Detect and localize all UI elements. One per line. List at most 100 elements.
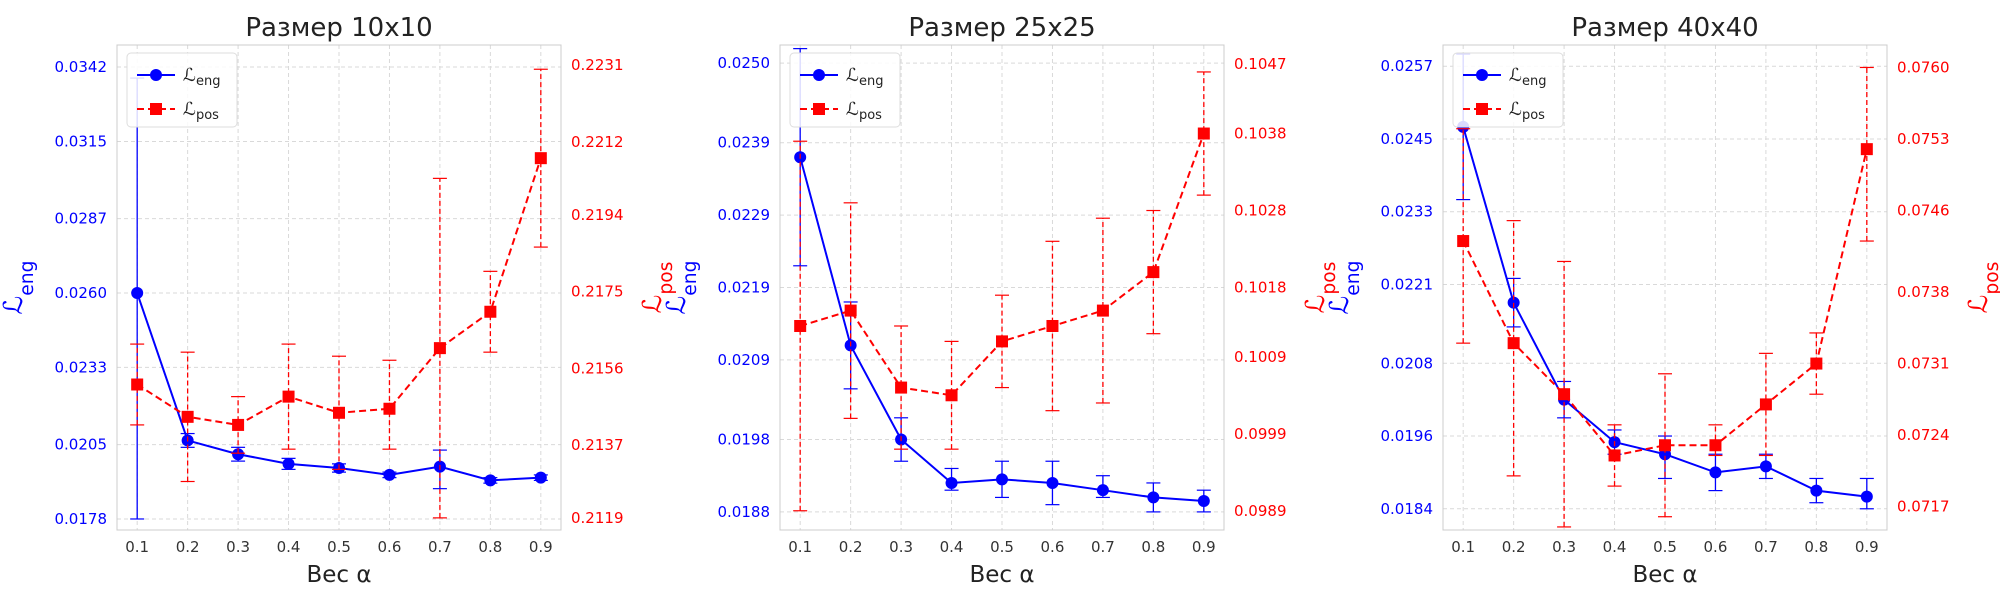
data-point	[996, 335, 1008, 348]
x-tick-label: 0.8	[1141, 538, 1165, 556]
data-point	[282, 390, 295, 403]
right-tick-label: 0.0724	[1897, 426, 1950, 444]
series-pos	[130, 68, 548, 519]
data-point	[794, 319, 807, 332]
left-tick-label: 0.0184	[1381, 500, 1434, 518]
plot-frame	[779, 44, 1225, 531]
x-tick-label: 0.6	[1704, 538, 1728, 556]
left-axis-label: ℒeng	[662, 261, 701, 315]
right-tick-label: 0.1018	[1234, 279, 1287, 297]
right-tick-label: 0.0738	[1897, 283, 1950, 301]
left-tick-label: 0.0260	[55, 284, 108, 302]
left-tick-label: 0.0196	[1381, 427, 1434, 445]
data-point	[534, 471, 547, 484]
x-tick-label: 0.1	[1451, 538, 1475, 556]
x-tick-label: 0.2	[1502, 538, 1526, 556]
data-point	[232, 418, 245, 431]
left-tick-label: 0.0239	[718, 134, 771, 152]
chart-title: Размер 10x10	[245, 13, 432, 43]
x-tick-label: 0.1	[788, 538, 812, 556]
left-tick-label: 0.0229	[718, 206, 771, 224]
left-tick-label: 0.0188	[718, 503, 771, 521]
right-tick-label: 0.0999	[1234, 425, 1287, 443]
data-point	[1709, 439, 1722, 452]
x-tick-label: 0.6	[378, 538, 402, 556]
x-tick-label: 0.2	[839, 538, 863, 556]
data-point	[1759, 460, 1772, 473]
left-tick-label: 0.0287	[55, 210, 108, 228]
left-tick-label: 0.0208	[1381, 354, 1434, 372]
left-tick-label: 0.0178	[55, 510, 108, 528]
data-point	[1147, 266, 1160, 279]
data-point	[282, 457, 295, 470]
legend-marker	[150, 103, 162, 115]
right-tick-label: 0.2119	[571, 509, 624, 527]
right-tick-label: 0.0753	[1897, 130, 1950, 148]
right-axis-label: ℒpos	[638, 262, 677, 314]
x-tick-label: 0.8	[478, 538, 502, 556]
legend-label: ℒeng	[1509, 65, 1546, 89]
legend-marker	[1476, 103, 1488, 115]
data-point	[895, 381, 908, 394]
right-tick-label: 0.2175	[571, 283, 624, 301]
left-tick-label: 0.0342	[55, 58, 108, 76]
left-tick-label: 0.0219	[718, 279, 771, 297]
data-point	[1659, 439, 1671, 452]
left-tick-label: 0.0233	[55, 358, 108, 376]
chart-panel-2: Размер 25x25 0.1 0.2 0.3 0.4 0.5 0.6 0.7 0.8 0.9 В…	[662, 13, 1340, 588]
left-tick-label: 0.0221	[1381, 275, 1434, 293]
series-pos	[1456, 66, 1874, 528]
right-tick-label: 0.1028	[1234, 202, 1287, 220]
x-axis-label: Вес α	[306, 562, 371, 588]
right-tick-label: 0.0717	[1897, 498, 1950, 516]
data-point	[1457, 235, 1470, 248]
x-tick-label: 0.9	[1855, 538, 1879, 556]
left-tick-label: 0.0245	[1381, 130, 1434, 148]
left-axis-label: ℒeng	[0, 261, 38, 315]
data-point	[1860, 490, 1873, 503]
legend-box	[1452, 52, 1564, 128]
left-tick-label: 0.0257	[1381, 57, 1434, 75]
chart-panel-1: Размер 10x10 0.1 0.2 0.3 0.4 0.5 0.6 0.7 0.8 0.9 В…	[0, 13, 677, 588]
data-point	[433, 342, 446, 355]
right-tick-label: 0.0989	[1234, 502, 1287, 520]
left-tick-label: 0.0209	[718, 351, 771, 369]
right-tick-label: 0.2212	[571, 133, 624, 151]
right-tick-label: 0.0731	[1897, 355, 1950, 373]
data-point	[181, 410, 194, 423]
x-tick-label: 0.5	[1653, 538, 1677, 556]
left-tick-label: 0.0315	[55, 132, 108, 150]
x-tick-label: 0.3	[1552, 538, 1576, 556]
data-point	[1046, 319, 1059, 332]
legend-marker	[813, 103, 825, 115]
x-tick-label: 0.7	[428, 538, 452, 556]
data-point	[844, 304, 857, 317]
left-tick-label: 0.0198	[718, 431, 771, 449]
chart-panel-3: Размер 40x40 0.1 0.2 0.3 0.4 0.5 0.6 0.7 0.8 0.9 В…	[1325, 13, 2000, 588]
data-point	[1507, 296, 1520, 309]
data-point	[484, 474, 497, 487]
data-point	[1197, 127, 1210, 140]
right-tick-label: 0.1009	[1234, 348, 1287, 366]
data-point	[1046, 476, 1059, 489]
left-tick-label: 0.0205	[55, 436, 108, 454]
x-tick-label: 0.7	[1754, 538, 1778, 556]
x-tick-label: 0.1	[125, 538, 149, 556]
data-point	[1709, 466, 1722, 479]
left-tick-label: 0.0233	[1381, 203, 1434, 221]
right-tick-label: 0.1047	[1234, 55, 1287, 73]
x-tick-label: 0.8	[1804, 538, 1828, 556]
left-tick-label: 0.0250	[718, 54, 771, 72]
right-tick-label: 0.1038	[1234, 125, 1287, 143]
data-point	[1759, 398, 1772, 411]
legend-label: ℒpos	[1509, 99, 1545, 123]
data-point	[996, 473, 1008, 486]
data-point	[333, 406, 345, 419]
x-tick-label: 0.4	[1603, 538, 1627, 556]
data-point	[945, 476, 958, 489]
right-tick-label: 0.2137	[571, 436, 624, 454]
right-tick-label: 0.2156	[571, 359, 624, 377]
data-point	[1860, 143, 1873, 156]
right-tick-label: 0.2231	[571, 56, 624, 74]
data-point	[484, 305, 497, 318]
